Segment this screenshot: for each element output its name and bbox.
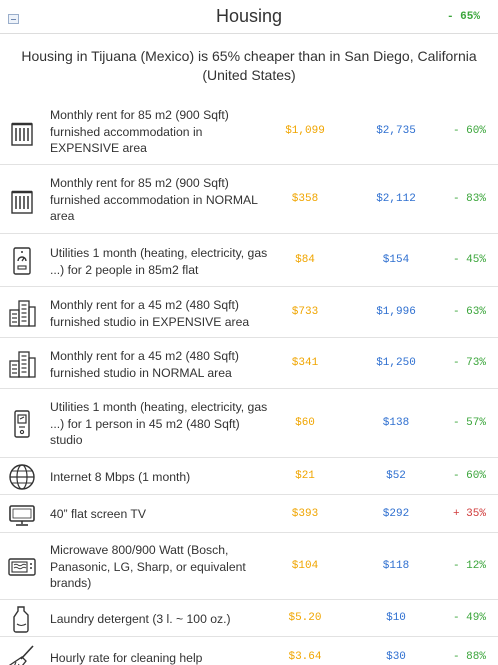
local-price: $3.64	[288, 651, 322, 663]
remote-price: $52	[386, 470, 406, 482]
building-icon	[7, 117, 37, 147]
price-difference: - 63%	[452, 306, 486, 318]
item-description: Hourly rate for cleaning help	[50, 651, 203, 665]
section-header: Housing - 65%	[0, 0, 498, 34]
local-price: $104	[291, 560, 319, 572]
item-description: Monthly rent for a 45 m2 (480 Sqft) furn…	[50, 298, 250, 329]
price-difference: - 57%	[452, 417, 486, 429]
remote-price: $292	[382, 508, 410, 520]
city-buildings-icon	[7, 298, 37, 328]
local-price: $60	[295, 417, 315, 429]
item-description: Microwave 800/900 Watt (Bosch, Panasonic…	[50, 543, 246, 590]
utility-meter-icon	[7, 246, 37, 276]
microwave-icon	[7, 552, 37, 582]
price-row: Utilities 1 month (heating, electricity,…	[0, 235, 498, 287]
collapse-icon[interactable]	[8, 14, 19, 24]
local-price: $341	[291, 357, 319, 369]
item-description: Utilities 1 month (heating, electricity,…	[50, 400, 268, 447]
item-description: Monthly rent for 85 m2 (900 Sqft) furnis…	[50, 176, 258, 223]
remote-price: $138	[382, 417, 410, 429]
price-row: Hourly rate for cleaning help $3.64 $30 - 8…	[0, 638, 498, 665]
remote-price: $30	[386, 651, 406, 663]
local-price: $1,099	[285, 125, 325, 137]
price-difference: - 45%	[452, 254, 486, 266]
local-price: $733	[291, 306, 319, 318]
remote-price: $1,250	[376, 357, 416, 369]
price-row: Monthly rent for a 45 m2 (480 Sqft) furn…	[0, 288, 498, 338]
local-price: $358	[291, 193, 319, 205]
price-row: Monthly rent for 85 m2 (900 Sqft) furnis…	[0, 166, 498, 234]
broom-icon	[7, 643, 37, 665]
tv-icon	[7, 500, 37, 530]
local-price: $5.20	[288, 612, 322, 624]
price-difference: + 35%	[452, 508, 486, 520]
item-description: Laundry detergent (3 l. ~ 100 oz.)	[50, 612, 231, 626]
section-difference: - 65%	[446, 11, 480, 23]
item-description: Monthly rent for 85 m2 (900 Sqft) furnis…	[50, 108, 229, 155]
remote-price: $2,112	[376, 193, 416, 205]
comparison-summary: Housing in Tijuana (Mexico) is 65% cheap…	[21, 48, 477, 83]
item-description: Internet 8 Mbps (1 month)	[50, 470, 191, 484]
item-description: Utilities 1 month (heating, electricity,…	[50, 246, 268, 277]
price-difference: - 73%	[452, 357, 486, 369]
price-row: Monthly rent for 85 m2 (900 Sqft) furnis…	[0, 99, 498, 165]
price-difference: - 60%	[452, 125, 486, 137]
remote-price: $154	[382, 254, 410, 266]
local-price: $393	[291, 508, 319, 520]
remote-price: $2,735	[376, 125, 416, 137]
remote-price: $1,996	[376, 306, 416, 318]
price-difference: - 12%	[452, 560, 486, 572]
price-difference: - 60%	[452, 470, 486, 482]
price-difference: - 49%	[452, 612, 486, 624]
price-row: Utilities 1 month (heating, electricity,…	[0, 390, 498, 458]
item-description: Monthly rent for a 45 m2 (480 Sqft) furn…	[50, 349, 239, 380]
price-row: Microwave 800/900 Watt (Bosch, Panasonic…	[0, 534, 498, 600]
price-row: Laundry detergent (3 l. ~ 100 oz.) $5.20 $…	[0, 601, 498, 637]
price-difference: - 83%	[452, 193, 486, 205]
section-title: Housing	[215, 6, 283, 26]
remote-price: $10	[386, 612, 406, 624]
price-row: Monthly rent for a 45 m2 (480 Sqft) furn…	[0, 339, 498, 389]
globe-icon	[7, 462, 37, 492]
price-row: Internet 8 Mbps (1 month) $21 $52 - 60%	[0, 459, 498, 495]
local-price: $84	[295, 254, 315, 266]
remote-price: $118	[382, 560, 410, 572]
price-difference: - 88%	[452, 651, 486, 663]
item-description: 40” flat screen TV	[50, 507, 146, 521]
building-icon	[7, 185, 37, 215]
price-row: 40” flat screen TV $393 $292 + 35%	[0, 496, 498, 533]
city-buildings-icon	[7, 349, 37, 379]
detergent-bottle-icon	[7, 604, 37, 634]
local-price: $21	[295, 470, 315, 482]
thermostat-icon	[7, 409, 37, 439]
